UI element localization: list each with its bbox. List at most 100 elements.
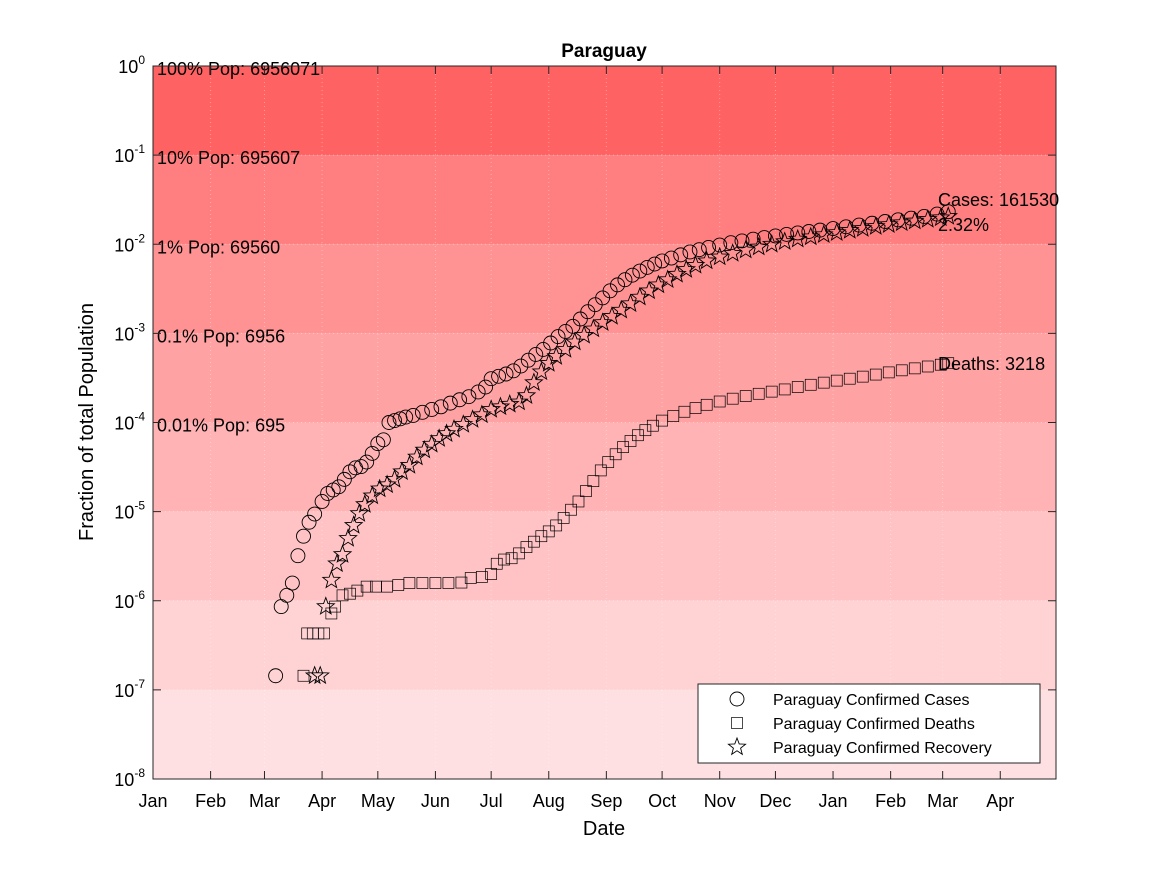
deaths-point-41 bbox=[632, 429, 644, 442]
recovery-point-25 bbox=[481, 399, 501, 418]
recovery-point-23 bbox=[462, 409, 483, 428]
recovery-point-6 bbox=[338, 528, 358, 547]
recovery-point-33 bbox=[546, 346, 566, 365]
deaths-point-57 bbox=[817, 376, 830, 389]
recovery-point-11 bbox=[369, 478, 390, 498]
recovery-point-29 bbox=[516, 385, 537, 404]
x-tick-label-6: Jul bbox=[480, 791, 503, 811]
recovery-point-47 bbox=[676, 259, 697, 278]
deaths-point-4 bbox=[318, 627, 330, 640]
recovery-point-8 bbox=[349, 503, 370, 522]
recovery-point-36 bbox=[574, 325, 594, 344]
cases-point-29 bbox=[452, 392, 468, 408]
cases-point-81 bbox=[940, 204, 956, 220]
recovery-point-68 bbox=[938, 206, 959, 225]
recovery-point-12 bbox=[377, 474, 397, 494]
recovery-point-9 bbox=[355, 494, 375, 513]
deaths-point-56 bbox=[804, 378, 817, 391]
cases-point-23 bbox=[398, 409, 414, 425]
cases-point-40 bbox=[535, 342, 551, 357]
recovery-point-17 bbox=[414, 439, 435, 459]
recovery-point-48 bbox=[685, 255, 706, 274]
deaths-point-28 bbox=[535, 530, 548, 543]
deaths-point-48 bbox=[700, 398, 713, 411]
deaths-point-39 bbox=[617, 441, 629, 453]
deaths-point-20 bbox=[476, 571, 488, 583]
band-5 bbox=[153, 244, 1056, 334]
legend-marker-cases bbox=[729, 691, 745, 707]
cases-point-8 bbox=[314, 494, 330, 509]
recovery-point-30 bbox=[524, 372, 544, 391]
recovery-point-27 bbox=[499, 394, 520, 413]
deaths-point-61 bbox=[869, 368, 882, 381]
cases-point-3 bbox=[284, 575, 300, 591]
recovery-point-5 bbox=[332, 544, 353, 563]
cases-point-39 bbox=[528, 347, 544, 362]
y-axis-ticks: 10-8 10-7 10-6 10-5 10-4 10-3 10-2 10-1 100 bbox=[114, 53, 1056, 790]
recovery-point-56 bbox=[787, 228, 808, 248]
deaths-point-67 bbox=[942, 357, 955, 370]
cases-point-58 bbox=[673, 247, 689, 263]
cases-point-30 bbox=[461, 389, 477, 405]
recovery-point-54 bbox=[761, 233, 782, 253]
recovery-point-52 bbox=[735, 239, 756, 259]
recovery-point-15 bbox=[399, 455, 420, 474]
recovery-point-46 bbox=[667, 264, 687, 283]
cases-point-68 bbox=[779, 226, 795, 242]
deaths-point-42 bbox=[639, 424, 652, 437]
recovery-point-31 bbox=[531, 361, 552, 381]
deaths-point-35 bbox=[587, 475, 600, 487]
x-tick-label-15: Apr bbox=[986, 791, 1014, 811]
cases-point-51 bbox=[617, 272, 633, 288]
cases-point-16 bbox=[359, 454, 375, 470]
cases-point-35 bbox=[498, 366, 514, 382]
cases-point-49 bbox=[602, 283, 618, 299]
deaths-point-52 bbox=[752, 387, 765, 400]
deaths-point-43 bbox=[646, 419, 659, 432]
cases-point-38 bbox=[520, 352, 536, 368]
x-tick-label-2: Mar bbox=[249, 791, 280, 811]
recovery-point-34 bbox=[555, 339, 576, 358]
data-series bbox=[268, 204, 959, 685]
cases-point-57 bbox=[663, 250, 679, 266]
deaths-point-29 bbox=[542, 525, 555, 538]
cases-point-53 bbox=[632, 263, 648, 279]
y-tick-label-3: 10-5 bbox=[114, 499, 145, 523]
band-2 bbox=[153, 511, 1056, 601]
band-label-1: 10% Pop: 695607 bbox=[157, 148, 300, 168]
deaths-point-49 bbox=[713, 395, 726, 408]
y-tick-label-0: 10-8 bbox=[114, 766, 145, 790]
deaths-point-58 bbox=[830, 374, 843, 387]
recovery-point-37 bbox=[583, 318, 604, 338]
cases-point-67 bbox=[767, 228, 783, 244]
recovery-point-43 bbox=[639, 280, 659, 300]
deaths-point-7 bbox=[336, 589, 349, 602]
recovery-point-35 bbox=[564, 331, 585, 351]
x-axis-label: Date bbox=[583, 818, 625, 840]
deaths-point-10 bbox=[360, 580, 373, 593]
recovery-point-41 bbox=[620, 293, 641, 313]
percent-annotation: 2.32% bbox=[938, 215, 989, 235]
recovery-point-53 bbox=[748, 236, 769, 256]
cases-point-6 bbox=[301, 514, 317, 530]
cases-point-56 bbox=[654, 253, 670, 269]
cases-point-42 bbox=[550, 329, 566, 345]
cases-point-34 bbox=[491, 368, 507, 384]
cases-point-37 bbox=[513, 358, 529, 374]
deaths-point-33 bbox=[572, 495, 585, 508]
deaths-point-64 bbox=[908, 362, 921, 375]
legend-marker-deaths bbox=[731, 717, 743, 729]
recovery-point-19 bbox=[429, 428, 449, 447]
recovery-point-49 bbox=[696, 250, 717, 270]
cases-point-15 bbox=[353, 459, 369, 475]
cases-annotation: Cases: 161530 bbox=[938, 190, 1059, 210]
deaths-point-32 bbox=[565, 503, 577, 516]
x-tick-label-5: Jun bbox=[421, 791, 450, 811]
recovery-point-3 bbox=[321, 569, 342, 589]
legend-marker-recovery bbox=[727, 736, 747, 756]
x-tick-label-0: Jan bbox=[138, 791, 167, 811]
cases-point-61 bbox=[701, 240, 716, 255]
x-axis-ticks: Jan Feb Mar Apr May Jun Jul Aug Sep Oct Nov Dec Jan F… bbox=[138, 66, 1014, 811]
x-tick-label-8: Sep bbox=[590, 791, 622, 811]
